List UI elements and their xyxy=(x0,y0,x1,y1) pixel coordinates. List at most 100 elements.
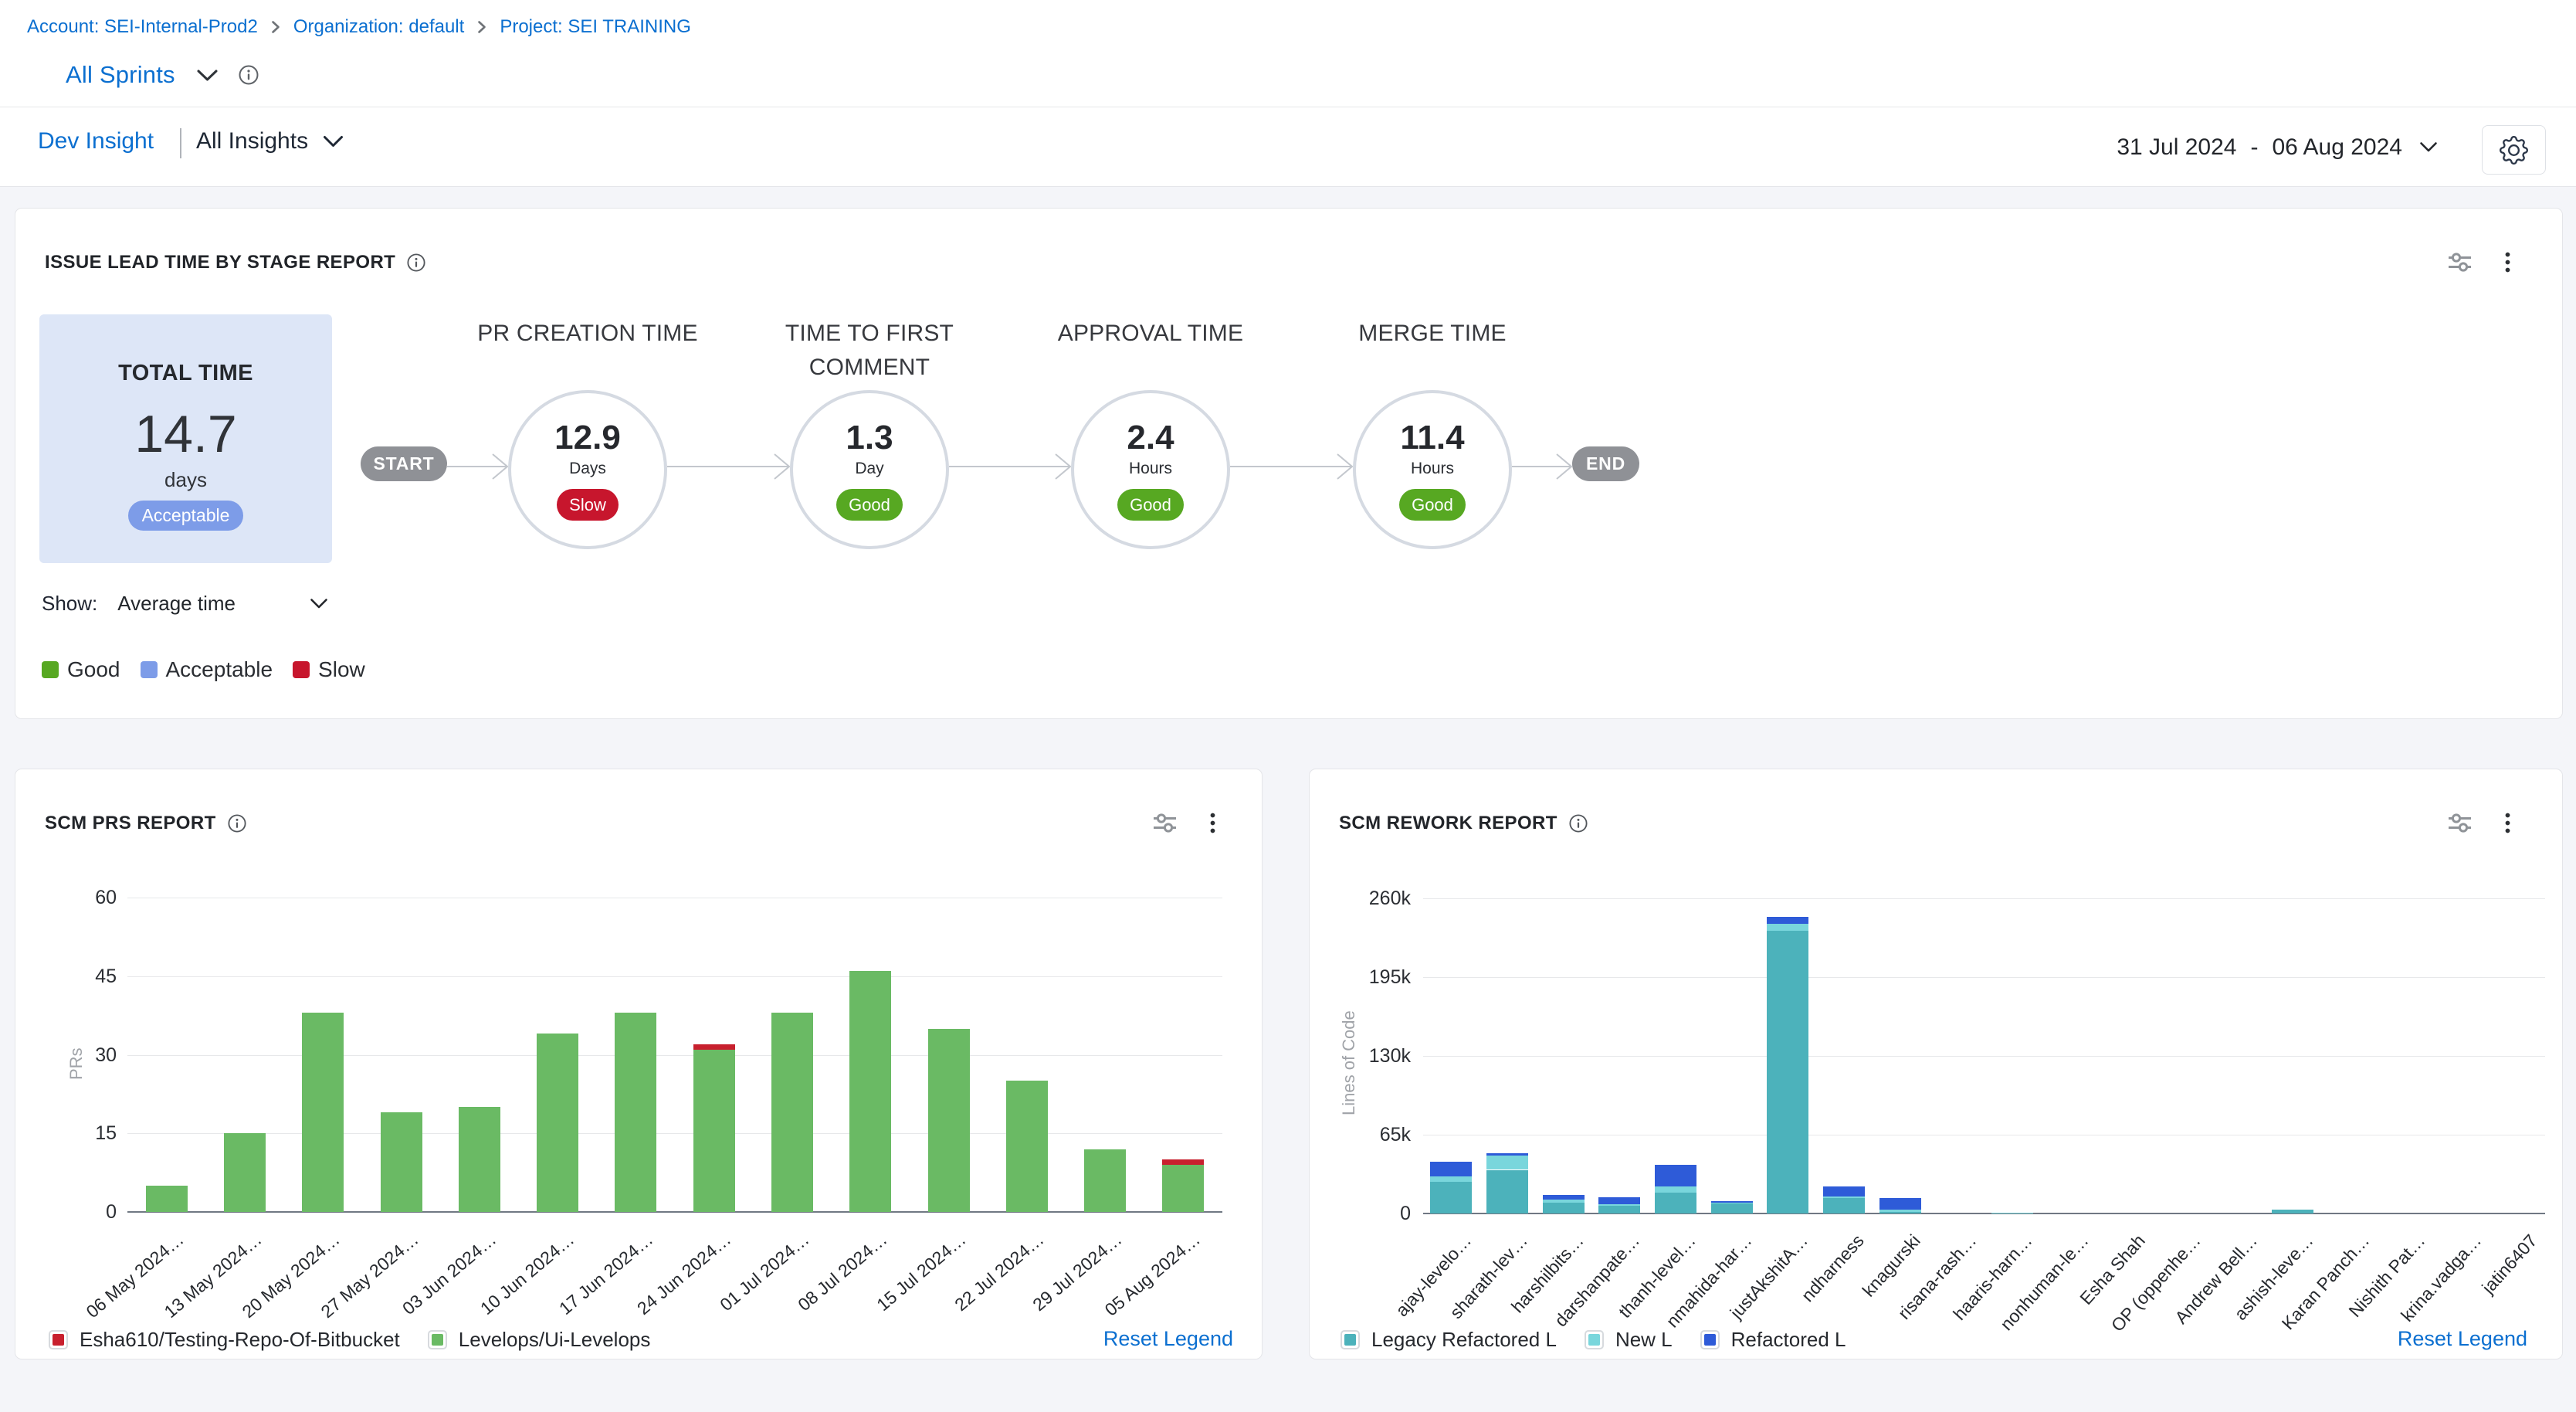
reset-legend-link[interactable]: Reset Legend xyxy=(1103,1327,1233,1350)
insight-title-link[interactable]: Dev Insight xyxy=(38,128,154,154)
show-dropdown[interactable]: Show: Average time xyxy=(42,592,328,616)
flow-stage-value: 12.9 xyxy=(554,418,621,457)
bar-segment[interactable] xyxy=(1710,1200,1753,1203)
bar-segment[interactable] xyxy=(1822,1197,1865,1213)
chart-gridline xyxy=(1423,1056,2545,1057)
bar-segment[interactable] xyxy=(1486,1153,1528,1156)
bar-segment[interactable] xyxy=(380,1112,422,1212)
dashboard-settings-button[interactable] xyxy=(2482,125,2546,175)
bar-segment[interactable] xyxy=(693,1044,735,1050)
legend-label: Esha610/Testing-Repo-Of-Bitbucket xyxy=(80,1328,400,1351)
chevron-down-icon[interactable] xyxy=(196,68,219,82)
bar-segment[interactable] xyxy=(1654,1193,1696,1213)
legend-item[interactable]: Esha610/Testing-Repo-Of-Bitbucket xyxy=(49,1328,400,1352)
bar-segment[interactable] xyxy=(1005,1081,1048,1212)
y-axis-tick-label: 60 xyxy=(95,887,117,908)
y-axis-tick-label: 15 xyxy=(95,1122,117,1145)
bar-segment[interactable] xyxy=(1162,1164,1205,1212)
flow-stage-value: 2.4 xyxy=(1127,418,1174,457)
scm-prs-chart: 0 15 30 45 60 PRs 06 May 2024… 13 May 2024… 20 M… xyxy=(15,769,1262,1359)
bar-segment[interactable] xyxy=(1767,923,1809,932)
bar-segment[interactable] xyxy=(302,1013,344,1212)
bar-segment[interactable] xyxy=(1598,1196,1641,1205)
flow-stage-unit: Hours xyxy=(1128,459,1173,477)
bar-segment[interactable] xyxy=(1542,1202,1585,1213)
info-icon[interactable] xyxy=(1569,814,1588,833)
bar-segment[interactable] xyxy=(1822,1186,1865,1197)
chevron-down-icon xyxy=(310,598,328,609)
breadcrumb: Account: SEI-Internal-Prod2 Organization:… xyxy=(27,15,691,39)
bar-segment[interactable] xyxy=(1654,1186,1696,1193)
info-icon[interactable] xyxy=(407,253,425,272)
bar-segment[interactable] xyxy=(1879,1197,1921,1210)
bar-segment[interactable] xyxy=(458,1107,500,1212)
chart-gridline xyxy=(127,1054,1222,1056)
bar-segment[interactable] xyxy=(145,1186,188,1212)
bar-segment[interactable] xyxy=(1710,1202,1753,1204)
legend-swatch xyxy=(53,1334,64,1346)
panel-title: SCM PRS REPORT xyxy=(45,813,216,833)
info-icon[interactable] xyxy=(239,65,259,85)
flow-stage-circle: 1.3 Day Good xyxy=(790,390,949,549)
breadcrumb-item[interactable]: Account: SEI-Internal-Prod2 xyxy=(27,16,258,37)
bar-segment[interactable] xyxy=(2272,1209,2314,1213)
date-range-picker[interactable]: 31 Jul 2024 - 06 Aug 2024 xyxy=(2117,107,2438,187)
panel-issue-lead-time: ISSUE LEAD TIME BY STAGE REPORT TOTAL TI… xyxy=(15,208,2563,719)
y-axis-tick-label: 195k xyxy=(1368,966,1411,988)
legend-item[interactable]: Refactored L xyxy=(1700,1328,1846,1352)
info-icon[interactable] xyxy=(228,814,246,833)
insights-dropdown[interactable]: All Insights xyxy=(196,128,344,154)
bar-segment[interactable] xyxy=(615,1013,657,1212)
y-axis-tick-label: 30 xyxy=(95,1044,117,1066)
breadcrumb-item[interactable]: Project: SEI TRAINING xyxy=(500,16,691,37)
kebab-menu-icon[interactable] xyxy=(1209,812,1216,834)
bar-segment[interactable] xyxy=(849,970,892,1212)
sprint-selector[interactable]: All Sprints xyxy=(66,61,175,88)
bar-segment[interactable] xyxy=(1542,1195,1585,1200)
legend-item[interactable]: Levelops/Ui-Levelops xyxy=(427,1328,650,1352)
top-header: Account: SEI-Internal-Prod2 Organization:… xyxy=(0,0,2576,187)
bar-segment[interactable] xyxy=(1598,1205,1641,1213)
bar-segment[interactable] xyxy=(223,1133,266,1212)
bar-segment[interactable] xyxy=(771,1013,813,1212)
bar-segment[interactable] xyxy=(1822,1196,1865,1198)
chevron-right-icon xyxy=(271,20,280,34)
bar-segment[interactable] xyxy=(1486,1169,1528,1213)
kebab-menu-icon[interactable] xyxy=(2504,251,2511,273)
bar-segment[interactable] xyxy=(1710,1203,1753,1213)
bar-segment[interactable] xyxy=(1654,1165,1696,1187)
bar-segment[interactable] xyxy=(1598,1204,1641,1206)
legend-item: Good xyxy=(42,657,120,682)
bar-segment[interactable] xyxy=(1542,1199,1585,1203)
legend-swatch xyxy=(1588,1334,1600,1346)
bar-segment[interactable] xyxy=(1486,1156,1528,1170)
kebab-menu-icon[interactable] xyxy=(2504,812,2511,834)
x-axis-line xyxy=(127,1211,1222,1213)
bar-segment[interactable] xyxy=(693,1049,735,1212)
legend-item[interactable]: Legacy Refactored L xyxy=(1341,1328,1557,1352)
bar-segment[interactable] xyxy=(1430,1182,1473,1213)
bar-segment[interactable] xyxy=(537,1034,579,1212)
bar-segment[interactable] xyxy=(1430,1176,1473,1183)
bar-segment[interactable] xyxy=(927,1028,970,1212)
scm-rework-legend: Legacy Refactored L New L Refactored L xyxy=(1341,1328,1846,1352)
bar-segment[interactable] xyxy=(1879,1210,1921,1213)
bar-segment[interactable] xyxy=(1767,931,1809,1213)
bar-segment[interactable] xyxy=(1767,917,1809,924)
bar-segment[interactable] xyxy=(1162,1159,1205,1165)
legend-item[interactable]: New L xyxy=(1584,1328,1673,1352)
widget-filters-icon[interactable] xyxy=(1153,811,1177,835)
bar-segment[interactable] xyxy=(1879,1212,1921,1213)
y-axis-title: PRs xyxy=(66,1047,86,1080)
show-value: Average time xyxy=(117,592,236,615)
total-time-value: 14.7 xyxy=(134,405,237,463)
scm-prs-legend: Esha610/Testing-Repo-Of-Bitbucket Levelop… xyxy=(49,1328,650,1352)
reset-legend-link[interactable]: Reset Legend xyxy=(2397,1327,2527,1350)
y-axis-tick-label: 130k xyxy=(1368,1045,1411,1067)
breadcrumb-item[interactable]: Organization: default xyxy=(293,16,465,37)
bar-segment[interactable] xyxy=(1430,1161,1473,1177)
legend-checkbox xyxy=(1341,1330,1360,1349)
widget-filters-icon[interactable] xyxy=(2448,811,2472,835)
bar-segment[interactable] xyxy=(1084,1149,1127,1212)
widget-filters-icon[interactable] xyxy=(2448,250,2472,274)
